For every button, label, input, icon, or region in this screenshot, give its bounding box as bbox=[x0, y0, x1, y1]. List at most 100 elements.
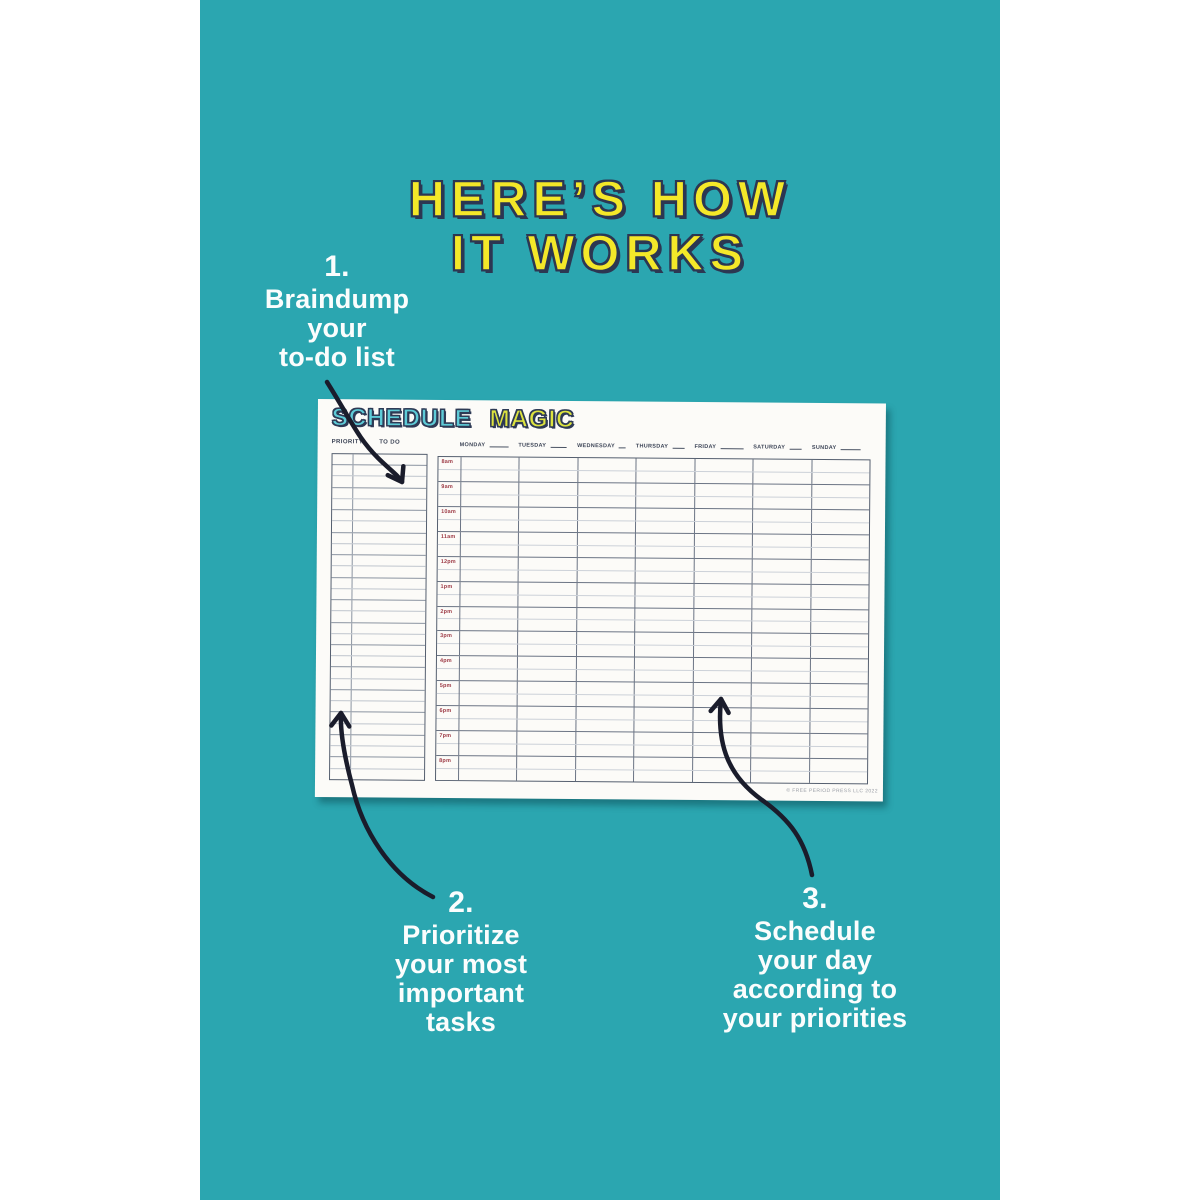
schedule-magic-notepad: SCHEDULE MAGIC PRIORITY TO DO MONDAY TUES… bbox=[314, 399, 886, 802]
priority-cell bbox=[332, 487, 354, 499]
todo-table-row bbox=[330, 656, 425, 669]
priority-cell bbox=[330, 723, 352, 735]
step-3-annotation: 3. Schedule your day according to your p… bbox=[685, 884, 945, 1033]
todo-table-row bbox=[330, 690, 425, 703]
notepad-title-word-schedule: SCHEDULE bbox=[331, 404, 472, 433]
schedule-grid: 8am 9am 10am 11am 12pm 1pm 2pm 3pm 4pm 5pm 6pm 7pm 8… bbox=[435, 455, 871, 785]
date-blank-line bbox=[789, 442, 802, 450]
step-1-text-line: your bbox=[307, 313, 367, 343]
hour-row-11am: 11am bbox=[437, 531, 869, 561]
step-1-number: 1. bbox=[324, 250, 350, 283]
time-label-cell: 5pm bbox=[436, 681, 460, 706]
todo-table-row bbox=[331, 633, 426, 646]
priority-cell bbox=[331, 555, 353, 566]
hour-row-12pm: 12pm bbox=[437, 556, 869, 585]
hour-row-6pm: 6pm bbox=[436, 706, 868, 735]
time-label: 6pm bbox=[439, 708, 452, 715]
step-1-annotation: 1. Braindump your to-do list bbox=[207, 252, 467, 372]
time-label-cell: 10am bbox=[437, 506, 462, 531]
priority-cell bbox=[330, 690, 352, 701]
todo-cell bbox=[353, 567, 426, 578]
hour-row-5pm: 5pm bbox=[436, 681, 868, 710]
time-label-cell: 3pm bbox=[436, 631, 461, 656]
todo-table-row bbox=[331, 543, 426, 556]
todo-table-row bbox=[330, 768, 424, 780]
time-label-cell: 7pm bbox=[436, 731, 460, 756]
notepad-title-word-magic: MAGIC bbox=[489, 405, 575, 434]
day-headers: MONDAY TUESDAY WEDNESDAY THURSDAY FRIDAY SATU… bbox=[460, 440, 871, 451]
hour-row-9am: 9am bbox=[438, 481, 870, 511]
step-3-text-line: your priorities bbox=[722, 1003, 908, 1033]
date-blank-line bbox=[720, 442, 744, 450]
todo-cell bbox=[352, 690, 425, 701]
time-label: 7pm bbox=[439, 733, 452, 740]
date-blank-line bbox=[619, 441, 626, 449]
hour-row-4pm: 4pm bbox=[436, 656, 868, 685]
todo-cell bbox=[351, 713, 424, 724]
todo-cell bbox=[352, 679, 425, 690]
step-3-text-line: according to bbox=[732, 974, 898, 1004]
priority-cell bbox=[330, 678, 352, 690]
time-label-cell: 2pm bbox=[437, 606, 461, 631]
time-label-cell: 9am bbox=[438, 481, 462, 506]
todo-cell bbox=[353, 544, 426, 555]
priority-cell bbox=[330, 656, 352, 667]
priority-todo-table bbox=[329, 453, 428, 781]
day-header-monday: MONDAY bbox=[460, 440, 519, 448]
todo-cell bbox=[353, 454, 426, 465]
day-label: WEDNESDAY bbox=[577, 443, 616, 450]
day-header-tuesday: TUESDAY bbox=[518, 440, 577, 449]
todo-cell bbox=[353, 578, 426, 589]
todo-table-row bbox=[332, 476, 427, 489]
day-header-sunday: SUNDAY bbox=[812, 443, 871, 451]
day-label: MONDAY bbox=[459, 442, 486, 449]
priority-cell bbox=[331, 600, 353, 611]
todo-cell bbox=[351, 758, 424, 769]
time-label: 11am bbox=[440, 533, 456, 540]
step-3-text-line: your day bbox=[757, 945, 873, 975]
priority-cell bbox=[330, 757, 352, 768]
time-label: 1pm bbox=[440, 583, 453, 590]
priority-cell bbox=[331, 588, 353, 600]
time-label: 4pm bbox=[439, 658, 452, 665]
time-label-cell: 8pm bbox=[436, 756, 460, 781]
priority-cell bbox=[332, 499, 354, 510]
todo-table-row bbox=[330, 645, 426, 658]
todo-table-row bbox=[330, 678, 425, 691]
page-title-line2: IT WORKS bbox=[450, 225, 749, 281]
todo-cell bbox=[353, 533, 426, 544]
time-label: 8am bbox=[441, 458, 454, 466]
time-label-cell: 12pm bbox=[437, 556, 461, 581]
day-header-wednesday: WEDNESDAY bbox=[577, 441, 636, 449]
priority-cell bbox=[330, 768, 352, 780]
todo-table-row bbox=[331, 588, 426, 601]
todo-cell bbox=[352, 668, 425, 679]
time-label: 9am bbox=[441, 483, 453, 490]
priority-cell bbox=[330, 712, 352, 723]
day-header-thursday: THURSDAY bbox=[636, 441, 695, 450]
day-label: TUESDAY bbox=[518, 442, 547, 449]
todo-cell bbox=[352, 600, 425, 611]
todo-cell bbox=[352, 634, 425, 645]
todo-cell bbox=[353, 477, 426, 488]
teal-photo-background: HERE’S HOW IT WORKS 1. Braindump your to… bbox=[200, 0, 1000, 1200]
priority-cell bbox=[331, 532, 353, 544]
time-label-cell: 8am bbox=[438, 456, 462, 482]
priority-cell bbox=[331, 521, 354, 532]
priority-cell bbox=[331, 611, 353, 622]
time-label: 3pm bbox=[440, 633, 453, 640]
priority-cell bbox=[331, 543, 353, 555]
hour-row-1pm: 1pm bbox=[437, 581, 869, 610]
todo-cell bbox=[353, 555, 426, 566]
time-label: 12pm bbox=[440, 558, 456, 565]
step-2-annotation: 2. Prioritize your most important tasks bbox=[331, 888, 591, 1037]
hour-row-2pm: 2pm bbox=[437, 606, 869, 635]
todo-cell bbox=[352, 656, 425, 667]
todo-table-row bbox=[330, 723, 425, 736]
time-label: 5pm bbox=[439, 683, 452, 690]
copyright-text: © FREE PERIOD PRESS LLC 2022 bbox=[786, 787, 878, 795]
todo-table-row bbox=[332, 510, 427, 523]
notepad-title: SCHEDULE MAGIC bbox=[331, 404, 575, 434]
todo-table-row bbox=[330, 746, 425, 759]
